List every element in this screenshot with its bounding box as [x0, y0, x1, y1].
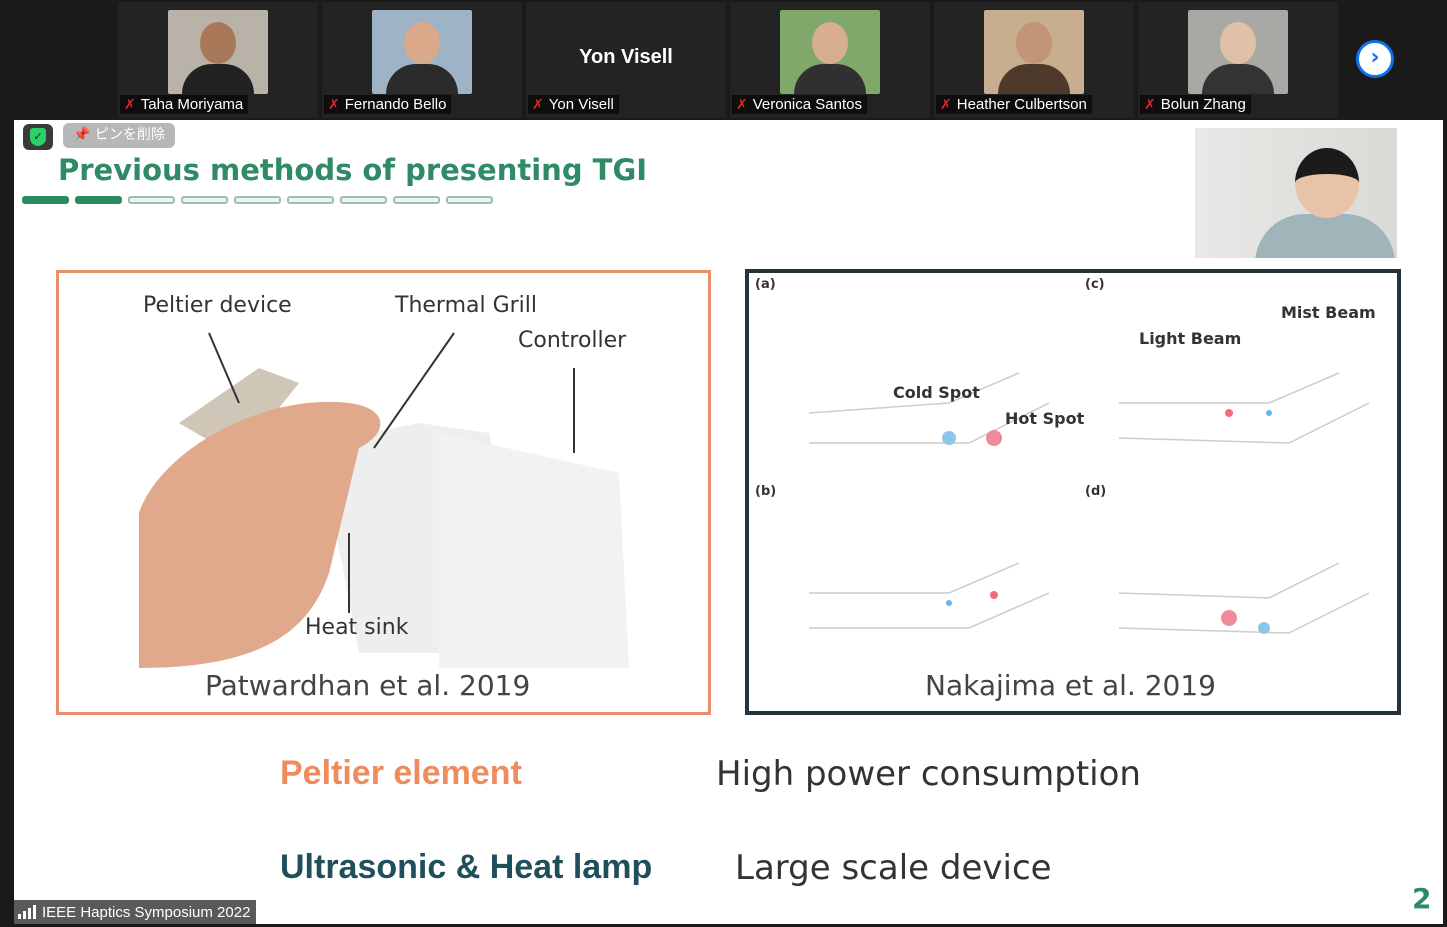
participant-video — [1188, 10, 1288, 94]
participant-display-name: Yon Visell — [579, 46, 673, 68]
progress-segment — [181, 196, 228, 204]
participant-name-tag: ✗ Fernando Bello — [324, 95, 452, 114]
participant-tile[interactable]: ✗ Fernando Bello — [322, 2, 522, 118]
participant-name-tag: ✗ Taha Moriyama — [120, 95, 249, 114]
next-page-button[interactable]: › — [1356, 40, 1394, 78]
arm-diagrams — [808, 372, 1370, 634]
participant-name-tag: ✗ Bolun Zhang — [1140, 95, 1251, 114]
progress-segment — [128, 196, 175, 204]
participant-tile[interactable]: ✗ Bolun Zhang — [1138, 2, 1338, 118]
panel-label: (a) — [755, 277, 776, 292]
mic-muted-icon: ✗ — [736, 96, 748, 112]
participant-video — [984, 10, 1084, 94]
label-controller: Controller — [518, 328, 627, 353]
mic-muted-icon: ✗ — [124, 96, 136, 112]
participant-tile[interactable]: ✗ Veronica Santos — [730, 2, 930, 118]
slide-page-number: 2 — [1412, 882, 1432, 915]
signal-bars-icon — [18, 905, 36, 919]
unpin-button[interactable]: 📌 ピンを削除 — [63, 123, 175, 148]
label-thermal-grill: Thermal Grill — [395, 293, 538, 318]
mic-muted-icon: ✗ — [532, 96, 544, 112]
participant-tile[interactable]: ✗ Heather Culbertson — [934, 2, 1134, 118]
citation-nakajima: Nakajima et al. 2019 — [925, 669, 1216, 702]
label-hot-spot: Hot Spot — [1005, 409, 1085, 428]
slide-title: Previous methods of presenting TGI — [58, 153, 648, 187]
participant-video — [372, 10, 472, 94]
participant-name-tag: ✗ Veronica Santos — [732, 95, 867, 114]
participant-video — [168, 10, 268, 94]
slide-progress — [22, 196, 493, 204]
peltier-figure: Peltier device Thermal Grill Controller … — [56, 270, 711, 715]
progress-segment — [340, 196, 387, 204]
participant-name-tag: ✗ Heather Culbertson — [936, 95, 1092, 114]
progress-segment — [393, 196, 440, 204]
method-ultrasonic: Ultrasonic & Heat lamp — [280, 848, 653, 886]
panel-label: (b) — [755, 484, 777, 499]
mic-muted-icon: ✗ — [328, 96, 340, 112]
speaker-video — [1195, 128, 1397, 258]
citation-patwardhan: Patwardhan et al. 2019 — [205, 669, 531, 702]
progress-segment — [287, 196, 334, 204]
panel-label: (d) — [1085, 484, 1107, 499]
progress-segment — [22, 196, 69, 204]
label-peltier-device: Peltier device — [143, 293, 292, 318]
shared-screen: ✓ 📌 ピンを削除 Previous methods of presenting… — [14, 120, 1443, 924]
participant-tile[interactable]: ✗ Taha Moriyama — [118, 2, 318, 118]
shield-check-icon[interactable]: ✓ — [23, 124, 53, 150]
participant-video — [780, 10, 880, 94]
label-light-beam: Light Beam — [1139, 329, 1242, 348]
drawback-ultrasonic: Large scale device — [735, 848, 1052, 888]
panel-label: (c) — [1085, 277, 1105, 292]
pin-icon: 📌 — [73, 127, 91, 143]
mic-muted-icon: ✗ — [1144, 96, 1156, 112]
progress-segment — [234, 196, 281, 204]
mic-muted-icon: ✗ — [940, 96, 952, 112]
method-peltier: Peltier element — [280, 754, 522, 792]
progress-segment — [75, 196, 122, 204]
drawback-peltier: High power consumption — [716, 754, 1141, 794]
meeting-info[interactable]: IEEE Haptics Symposium 2022 — [14, 900, 257, 924]
chevron-right-icon: › — [1370, 45, 1380, 70]
label-heat-sink: Heat sink — [305, 615, 409, 640]
nakajima-figure: (a) (b) (c) (d) Cold Spot Hot Spot Light… — [745, 269, 1401, 715]
peltier-device-image — [139, 332, 629, 668]
participant-tile[interactable]: Yon Visell ✗ Yon Visell — [526, 2, 726, 118]
label-mist-beam: Mist Beam — [1281, 303, 1376, 322]
participant-strip: ✗ Taha Moriyama ✗ Fernando Bello Yon Visell ✗… — [0, 0, 1447, 120]
participant-name-tag: ✗ Yon Visell — [528, 95, 619, 114]
progress-segment — [446, 196, 493, 204]
label-cold-spot: Cold Spot — [893, 383, 980, 402]
